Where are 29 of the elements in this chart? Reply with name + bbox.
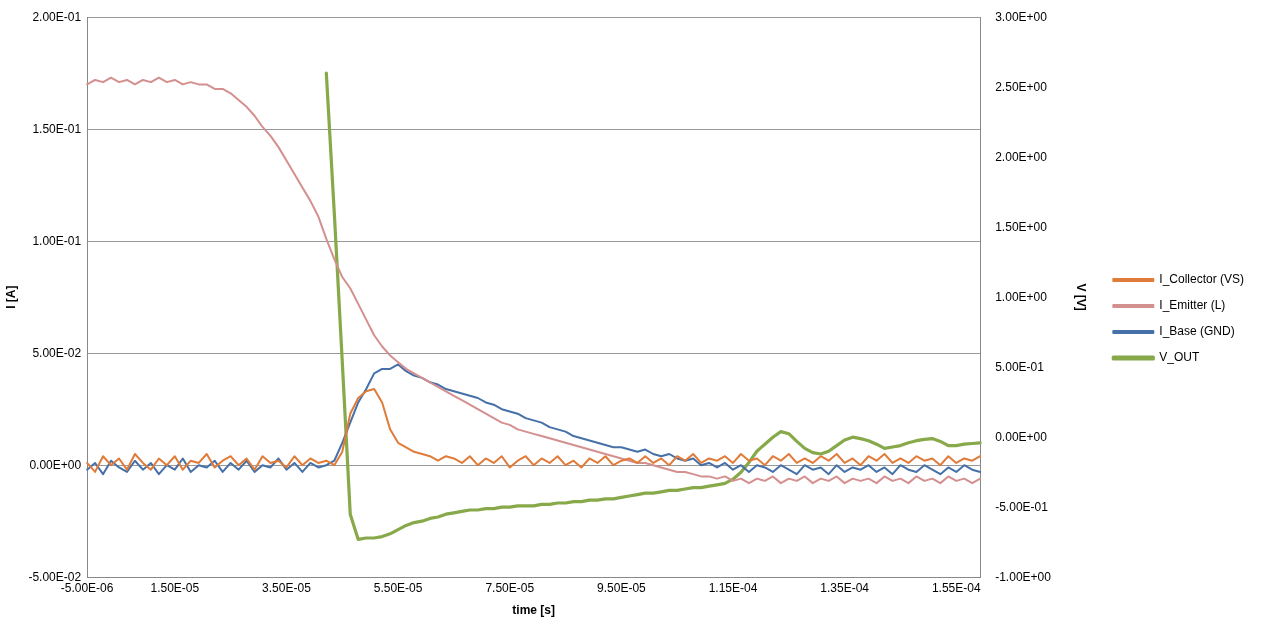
y2-tick-label: 3.00E+00 — [995, 9, 1048, 24]
legend-label: I_Base (GND) — [1159, 324, 1235, 339]
y-tick-label: 2.00E-01 — [32, 9, 82, 24]
y-axis-title: I [A] — [3, 285, 18, 309]
y2-axis-title: V [V] — [1073, 283, 1088, 311]
legend-label: V_OUT — [1159, 350, 1200, 365]
x-tick-label: 1.55E-04 — [931, 580, 981, 595]
x-axis-title: time [s] — [512, 603, 555, 618]
y-tick-label: 1.00E-01 — [32, 233, 82, 248]
x-tick-label: 1.35E-04 — [820, 580, 870, 595]
x-tick-label: 5.50E-05 — [373, 580, 423, 595]
x-tick-label: 9.50E-05 — [597, 580, 647, 595]
y2-tick-label: 1.50E+00 — [995, 219, 1048, 234]
y2-tick-label: 1.00E+00 — [995, 289, 1048, 304]
legend-label: I_Collector (VS) — [1159, 272, 1245, 287]
y2-tick-label: -5.00E-01 — [995, 499, 1049, 514]
x-tick-label: 7.50E-05 — [485, 580, 535, 595]
y2-tick-label: 5.00E-01 — [995, 359, 1045, 374]
y2-tick-label: 2.00E+00 — [995, 149, 1048, 164]
x-tick-label: 3.50E-05 — [262, 580, 312, 595]
y2-tick-label: 2.50E+00 — [995, 79, 1048, 94]
y-tick-label: 5.00E-02 — [32, 345, 82, 360]
x-tick-label: 1.50E-05 — [150, 580, 200, 595]
y-tick-label: 1.50E-01 — [32, 121, 82, 136]
y-tick-label: 0.00E+00 — [29, 457, 82, 472]
y2-tick-label: -1.00E+00 — [995, 569, 1052, 584]
legend-label: I_Emitter (L) — [1159, 298, 1226, 313]
x-tick-label: 1.15E-04 — [708, 580, 758, 595]
y2-tick-label: 0.00E+00 — [995, 429, 1048, 444]
